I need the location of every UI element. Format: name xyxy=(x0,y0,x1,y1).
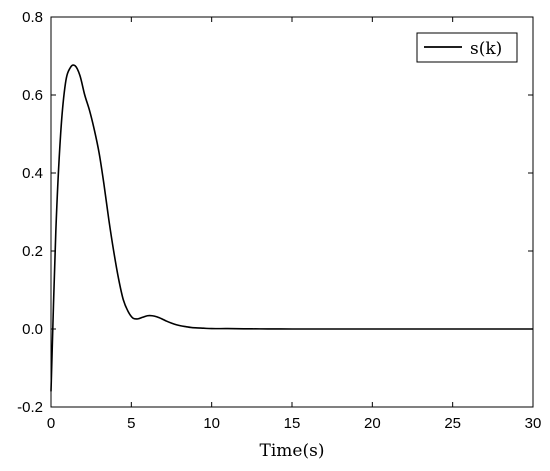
x-tick-label: 5 xyxy=(127,415,135,432)
plot-frame xyxy=(50,16,534,408)
legend: s(k) xyxy=(416,32,518,63)
series-layer xyxy=(50,64,533,392)
x-tick-label: 0 xyxy=(47,415,55,432)
series-line xyxy=(50,64,533,392)
x-axis-ticks: 0 5 10 15 20 25 30 xyxy=(47,17,542,432)
x-tick-label: 25 xyxy=(444,415,461,432)
y-tick-label: 0.2 xyxy=(22,243,43,260)
y-axis-ticks: -0.2 0.0 0.2 0.4 0.6 0.8 xyxy=(17,9,533,416)
y-tick-label: 0.4 xyxy=(22,165,43,182)
legend-label: s(k) xyxy=(470,39,502,59)
y-tick-label: -0.2 xyxy=(17,399,43,416)
x-tick-label: 20 xyxy=(364,415,381,432)
y-tick-label: 0.0 xyxy=(22,321,43,338)
x-tick-label: 10 xyxy=(203,415,220,432)
x-axis-label: Time(s) xyxy=(260,441,325,461)
y-tick-label: 0.8 xyxy=(22,9,43,26)
x-tick-label: 15 xyxy=(284,415,301,432)
y-tick-label: 0.6 xyxy=(22,87,43,104)
x-tick-label: 30 xyxy=(525,415,542,432)
